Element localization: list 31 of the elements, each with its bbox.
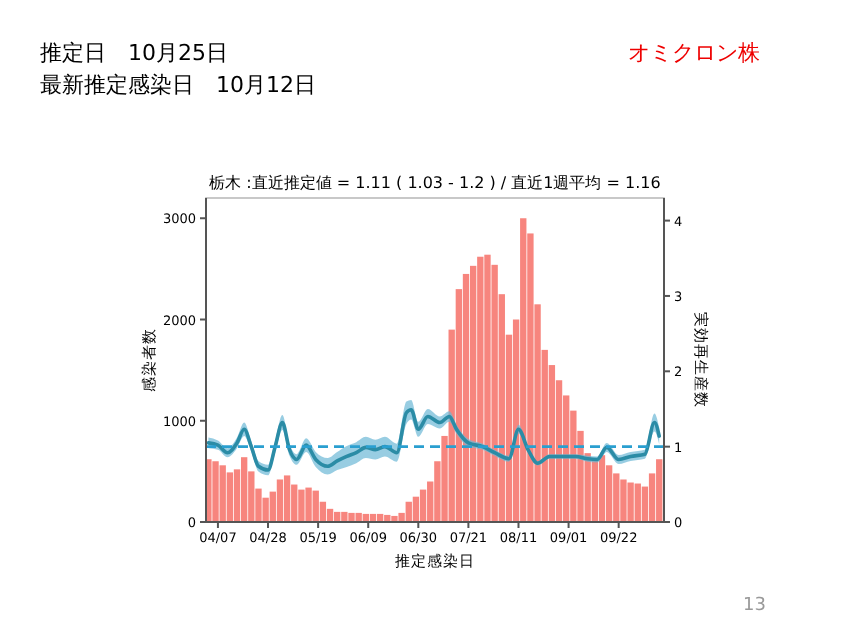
bar <box>469 265 477 522</box>
bar <box>613 473 620 522</box>
bar <box>312 490 319 522</box>
chart-title: 栃木 :直近推定値 = 1.11 ( 1.03 - 1.2 ) / 直近1週平均 = 1.16 <box>209 174 661 192</box>
bar <box>419 489 427 522</box>
bar <box>348 512 355 522</box>
bar <box>484 254 491 522</box>
text: 13 <box>743 596 766 616</box>
text: 最新推定感染日 10月12日 <box>40 72 316 98</box>
bar <box>240 457 248 522</box>
bar <box>219 465 226 522</box>
bar <box>656 459 663 522</box>
bar <box>462 273 470 522</box>
bar <box>212 461 219 522</box>
bar <box>391 515 398 522</box>
bar <box>305 487 312 522</box>
bar <box>226 472 234 522</box>
bar <box>276 479 284 522</box>
bar <box>355 512 362 522</box>
text: 推定日 10月25日 <box>40 40 228 66</box>
bar <box>283 475 291 522</box>
bar <box>341 511 348 522</box>
bar <box>262 497 269 522</box>
bar <box>520 218 527 522</box>
bar <box>477 256 484 522</box>
bar <box>620 479 627 522</box>
bar <box>598 455 606 522</box>
bar <box>627 482 634 522</box>
bar <box>298 489 305 522</box>
bar <box>634 483 641 522</box>
text: オミクロン株 <box>628 40 760 66</box>
